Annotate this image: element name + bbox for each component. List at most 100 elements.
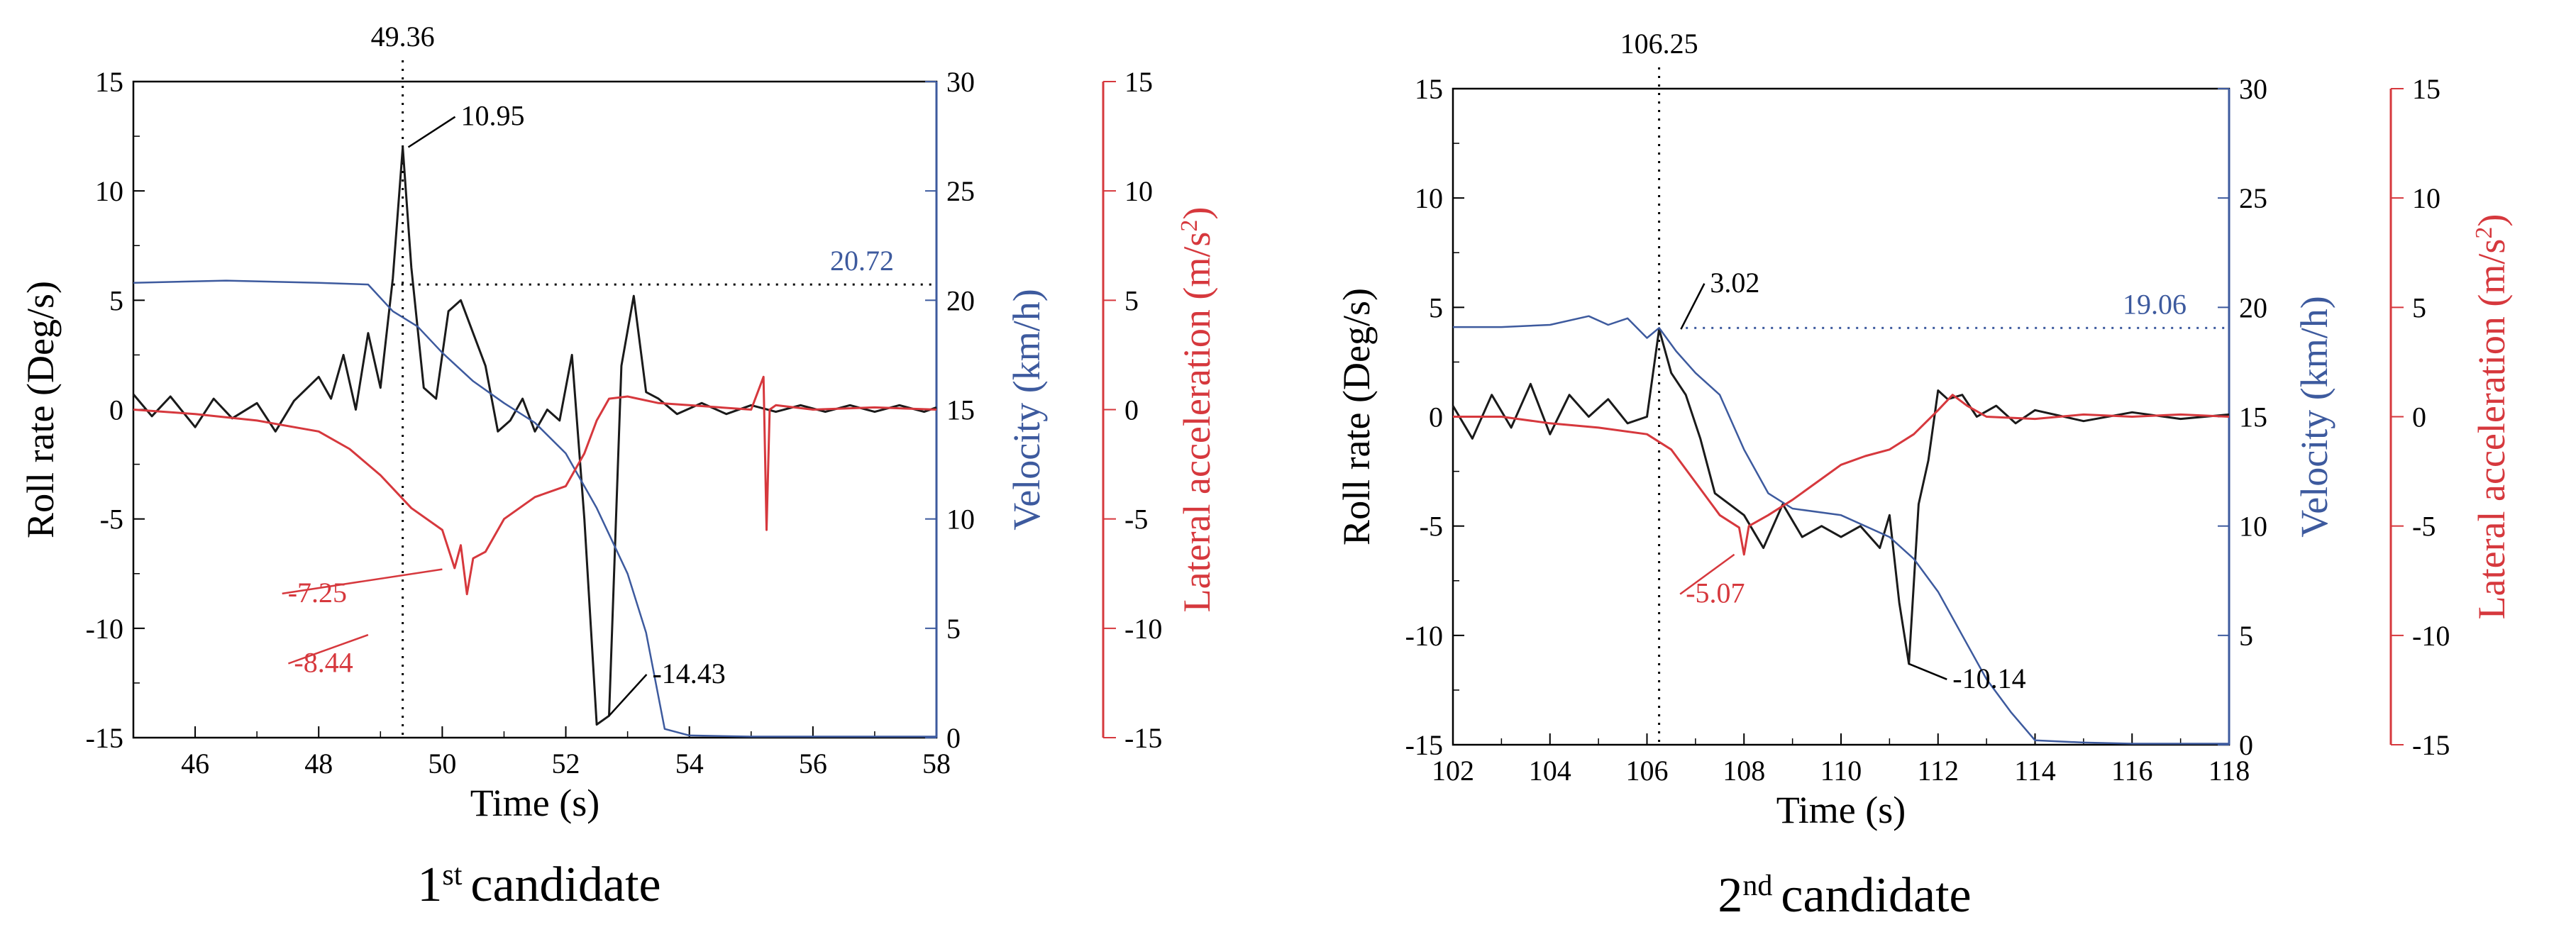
velocity-tick-label: 30: [946, 66, 975, 98]
velocity-tick-label: 25: [946, 175, 975, 207]
reference-velocity-label: 19.06: [2123, 288, 2187, 320]
caption-word: candidate: [470, 858, 660, 912]
annotation-leader: [407, 116, 456, 148]
annotation-label: -5.07: [1686, 577, 1745, 609]
annotation-leader: [608, 674, 648, 717]
roll-rate-axis-label: Roll rate (Deg/s): [1335, 288, 1378, 545]
lateral-tick-label: -10: [2412, 620, 2450, 652]
caption-number: 2: [1718, 868, 1742, 923]
x-tick-label: 104: [1529, 755, 1571, 787]
lateral-label-main: Lateral acceleration (m/s: [1176, 232, 1218, 613]
x-tick-label: 52: [552, 748, 580, 780]
y-tick-label: 10: [95, 175, 123, 207]
x-tick-label: 54: [675, 748, 704, 780]
lateral-tick-label: -10: [1124, 613, 1162, 645]
chart-caption: 2nd candidate: [1718, 868, 1971, 923]
lateral-tick-label: 0: [1124, 394, 1139, 426]
y-tick-label: -15: [86, 722, 123, 754]
y-tick-label: -5: [100, 504, 123, 536]
lateral-label-close: ): [1176, 207, 1218, 220]
velocity-series-line: [1453, 315, 2229, 745]
x-tick-label: 118: [2209, 755, 2250, 787]
lateral-label-superscript: 2: [2471, 227, 2497, 239]
lateral-acceleration-series-line: [133, 375, 937, 596]
lateral-acceleration-series-line: [1453, 394, 2230, 556]
annotation-label: 3.02: [1710, 267, 1759, 299]
y-tick-label: 10: [1415, 182, 1443, 214]
caption-word: candidate: [1781, 868, 1971, 923]
lateral-acceleration-axis-label: Lateral acceleration (m/s2): [2470, 214, 2513, 620]
chart-2nd-candidate: 102 104 106 108 110 112 114 116 118-15-10-505101…: [1335, 28, 2513, 923]
caption-number: 1: [417, 858, 442, 912]
x-tick-label: 116: [2111, 755, 2153, 787]
chart-caption: 1st candidate: [417, 858, 660, 912]
lateral-tick-label: 5: [2412, 292, 2426, 323]
chart-1st-candidate: 46 48 50 52 54 56 58-15-10-5051015051015202530…: [19, 21, 1218, 912]
y-tick-label: -15: [1405, 729, 1443, 761]
lateral-tick-label: 10: [2412, 182, 2440, 214]
velocity-tick-label: 30: [2239, 73, 2267, 105]
y-tick-label: 15: [1415, 73, 1443, 105]
velocity-tick-label: 0: [946, 722, 961, 754]
x-tick-label: 56: [799, 748, 827, 780]
annotation-leader: [282, 568, 443, 595]
lateral-label-superscript: 2: [1176, 220, 1203, 232]
x-tick-label: 108: [1723, 755, 1765, 787]
annotation-leader: [287, 633, 369, 665]
velocity-axis-label: Velocity (km/h): [1005, 289, 1048, 530]
lateral-tick-label: -15: [1124, 722, 1162, 754]
velocity-tick-label: 15: [2239, 401, 2267, 433]
event-time-label: 106.25: [1620, 28, 1698, 60]
x-axis-label: Time (s): [1776, 789, 1906, 831]
y-tick-label: -10: [86, 613, 123, 645]
annotation-leader: [1908, 662, 1947, 680]
velocity-tick-label: 20: [946, 284, 975, 316]
x-tick-label: 46: [181, 748, 209, 780]
y-tick-label: 0: [109, 394, 123, 426]
velocity-tick-label: 0: [2239, 729, 2253, 761]
velocity-series-line: [133, 279, 936, 738]
x-tick-label: 110: [1820, 755, 1862, 787]
annotation-label: -7.25: [288, 577, 347, 609]
lateral-tick-label: -15: [2412, 729, 2450, 761]
y-tick-label: -10: [1405, 620, 1443, 652]
lateral-label-close: ): [2470, 214, 2513, 227]
lateral-tick-label: -5: [2412, 511, 2436, 543]
x-tick-label: 102: [1432, 755, 1474, 787]
y-tick-label: 5: [1429, 292, 1443, 323]
x-tick-label: 50: [428, 748, 456, 780]
lateral-tick-label: 15: [2412, 73, 2440, 105]
x-tick-label: 58: [922, 748, 951, 780]
lateral-tick-label: 15: [1124, 66, 1153, 98]
x-tick-label: 114: [2014, 755, 2056, 787]
lateral-tick-label: 0: [2412, 401, 2426, 433]
y-tick-label: 0: [1429, 401, 1443, 433]
y-tick-label: 15: [95, 66, 123, 98]
reference-velocity-label: 20.72: [830, 245, 894, 277]
x-tick-label: 106: [1626, 755, 1669, 787]
annotation-leader: [1680, 283, 1706, 330]
lateral-label-main: Lateral acceleration (m/s: [2470, 239, 2513, 620]
annotation-label: 10.95: [461, 100, 525, 132]
caption-ordinal: nd: [1742, 870, 1772, 902]
lateral-acceleration-axis-label: Lateral acceleration (m/s2): [1176, 207, 1218, 613]
lateral-tick-label: -5: [1124, 504, 1148, 536]
velocity-axis-label: Velocity (km/h): [2293, 296, 2335, 537]
caption-ordinal: st: [442, 859, 462, 892]
velocity-tick-label: 10: [2239, 511, 2267, 543]
lateral-tick-label: 10: [1124, 175, 1153, 207]
annotation-leader: [1679, 553, 1735, 595]
velocity-tick-label: 10: [946, 504, 975, 536]
x-tick-label: 112: [1917, 755, 1959, 787]
roll-rate-axis-label: Roll rate (Deg/s): [19, 281, 62, 538]
annotation-label: -10.14: [1952, 662, 2025, 694]
event-time-label: 49.36: [371, 21, 435, 52]
velocity-tick-label: 5: [2239, 620, 2253, 652]
velocity-tick-label: 20: [2239, 292, 2267, 323]
lateral-tick-label: 5: [1124, 284, 1139, 316]
annotation-label: -14.43: [652, 658, 725, 689]
annotation-label: -8.44: [294, 647, 353, 679]
roll-rate-series-line: [1452, 328, 2230, 665]
x-tick-label: 48: [304, 748, 333, 780]
